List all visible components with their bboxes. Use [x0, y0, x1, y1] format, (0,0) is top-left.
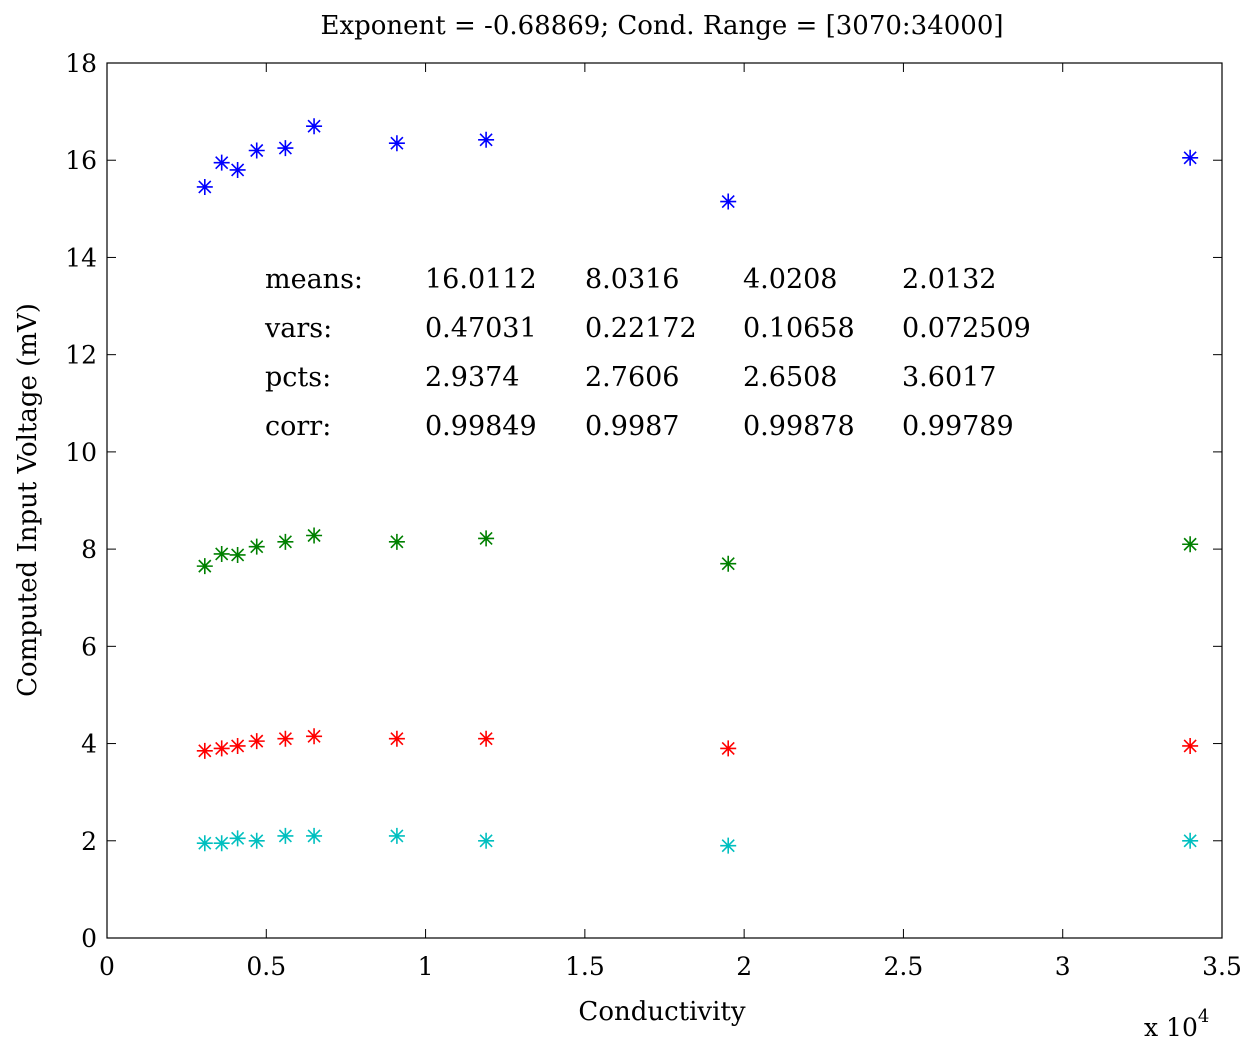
stat-value: 3.6017 [902, 362, 996, 393]
x-axis-multiplier: x 104 [1144, 1006, 1209, 1042]
y-tick-label: 14 [65, 243, 97, 272]
data-point [306, 118, 323, 135]
stat-value: 0.99878 [743, 411, 855, 442]
stat-value: 4.0208 [743, 264, 837, 295]
x-tick-label: 2.5 [884, 952, 924, 981]
data-point [196, 558, 213, 575]
stat-value: 16.0112 [425, 264, 537, 295]
data-point [213, 154, 230, 171]
data-point [213, 545, 230, 562]
y-tick-label: 6 [81, 632, 97, 661]
data-point [1182, 149, 1199, 166]
data-point [478, 832, 495, 849]
y-tick-label: 16 [65, 146, 97, 175]
data-point [306, 827, 323, 844]
data-point [229, 546, 246, 563]
x-multiplier-exponent: 4 [1198, 1006, 1209, 1027]
statistics-annotation: means: 16.0112 8.0316 4.0208 2.0132 vars: 0.47… [264, 264, 1031, 442]
axis-ticks: 0 0.5 1 1.5 2 2.5 3 3.5 0 2 4 6 8 10 12 14 16 18 [65, 49, 1242, 981]
data-point [277, 533, 294, 550]
x-tick-label: 3.5 [1202, 952, 1242, 981]
data-point [277, 827, 294, 844]
data-point [1182, 737, 1199, 754]
data-point [720, 555, 737, 572]
stat-value: 0.9987 [585, 411, 679, 442]
data-point [306, 527, 323, 544]
series-2 [196, 527, 1199, 575]
stat-row-label: pcts: [265, 362, 331, 393]
data-point [478, 131, 495, 148]
data-point [248, 832, 265, 849]
x-tick-label: 1.5 [565, 952, 605, 981]
data-point [196, 742, 213, 759]
data-point [720, 193, 737, 210]
x-tick-label: 2 [736, 952, 752, 981]
x-tick-label: 3 [1055, 952, 1071, 981]
stat-value: 2.7606 [585, 362, 679, 393]
data-point [213, 740, 230, 757]
plot-frame [106, 62, 1223, 939]
series-4 [196, 827, 1199, 854]
y-tick-label: 10 [65, 438, 97, 467]
stat-value: 0.47031 [425, 313, 537, 344]
data-point [229, 830, 246, 847]
x-tick-label: 1 [418, 952, 434, 981]
data-point [248, 142, 265, 159]
data-point [196, 835, 213, 852]
data-point [478, 730, 495, 747]
data-point [213, 835, 230, 852]
stat-value: 0.072509 [902, 313, 1031, 344]
y-tick-label: 8 [81, 535, 97, 564]
x-axis-label: Conductivity [578, 997, 745, 1027]
data-point [229, 737, 246, 754]
data-point [277, 140, 294, 157]
stat-value: 0.10658 [743, 313, 855, 344]
data-point [388, 827, 405, 844]
data-points [196, 118, 1199, 854]
data-point [720, 740, 737, 757]
data-point [196, 178, 213, 195]
y-tick-label: 0 [81, 924, 97, 953]
data-point [1182, 536, 1199, 553]
stat-value: 2.9374 [425, 362, 519, 393]
series-1 [196, 118, 1199, 210]
data-point [1182, 832, 1199, 849]
stat-value: 0.22172 [585, 313, 697, 344]
x-tick-label: 0.5 [246, 952, 286, 981]
series-3 [196, 728, 1199, 759]
chart-title: Exponent = -0.68869; Cond. Range = [3070… [320, 11, 1003, 41]
data-point [248, 538, 265, 555]
stat-row-label: means: [265, 264, 363, 295]
data-point [720, 837, 737, 854]
stat-value: 0.99789 [902, 411, 1014, 442]
data-point [388, 135, 405, 152]
data-point [388, 533, 405, 550]
stat-value: 2.6508 [743, 362, 837, 393]
y-tick-label: 12 [65, 341, 97, 370]
y-tick-label: 4 [81, 730, 97, 759]
data-point [306, 728, 323, 745]
stat-row-label: corr: [265, 411, 331, 442]
data-point [277, 730, 294, 747]
data-point [478, 530, 495, 547]
y-tick-label: 2 [81, 827, 97, 856]
y-tick-label: 18 [65, 49, 97, 78]
x-multiplier-base: x 10 [1144, 1013, 1198, 1042]
data-point [229, 161, 246, 178]
y-axis-label: Computed Input Voltage (mV) [13, 303, 43, 697]
data-point [248, 733, 265, 750]
stat-row-label: vars: [264, 313, 332, 344]
stat-value: 0.99849 [425, 411, 537, 442]
x-tick-label: 0 [99, 952, 115, 981]
data-point [388, 730, 405, 747]
stat-value: 8.0316 [585, 264, 679, 295]
stat-value: 2.0132 [902, 264, 996, 295]
